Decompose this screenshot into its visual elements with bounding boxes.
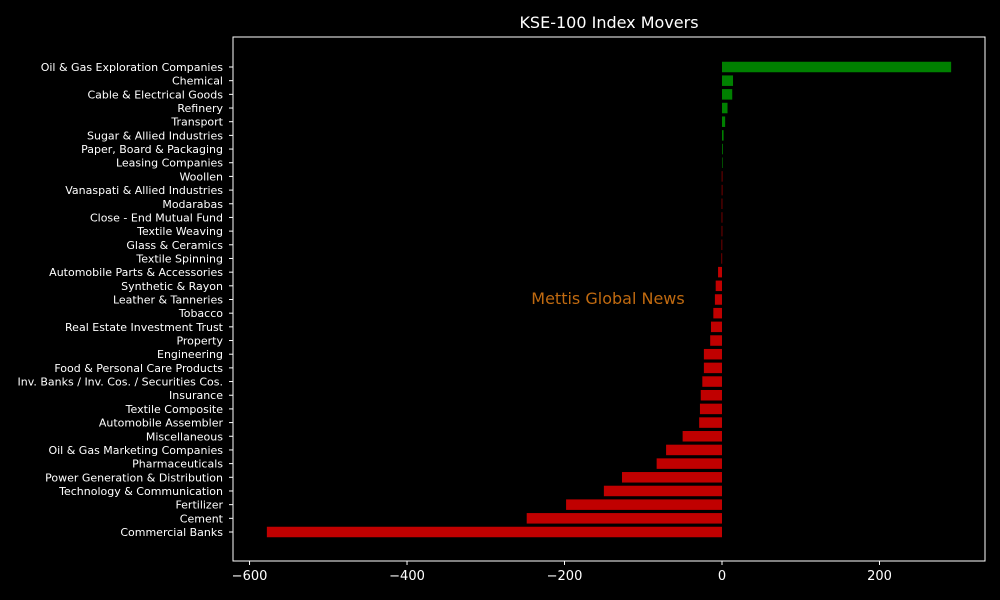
bar [699,403,722,415]
bar [715,280,722,292]
y-tick-label: Food & Personal Care Products [54,362,223,375]
bar [710,321,722,333]
y-tick-label: Chemical [172,75,223,88]
y-tick-label: Leasing Companies [116,157,223,170]
y-tick-label: Pharmaceuticals [132,458,223,471]
bar [266,526,722,538]
bar [703,348,722,360]
bar [718,266,722,278]
bar [621,472,722,483]
y-tick-label: Synthetic & Rayon [121,280,223,293]
y-tick-label: Textile Spinning [135,252,223,265]
y-tick-label: Glass & Ceramics [126,239,223,252]
bar [714,294,722,305]
watermark: Mettis Global News [531,289,684,308]
bar [700,389,722,401]
y-tick-label: Commercial Banks [120,526,223,539]
y-tick-label: Tobacco [178,307,223,320]
bar [656,458,722,469]
bar [710,335,722,346]
y-tick-label: Engineering [157,348,223,361]
bar [713,307,722,319]
bar [721,75,734,86]
x-tick-label: −600 [232,569,268,584]
bar [703,362,722,374]
y-tick-label: Textile Weaving [136,225,223,238]
y-tick-label: Cement [180,512,224,525]
y-tick-label: Woollen [179,170,223,183]
bar [702,376,722,387]
y-tick-label: Oil & Gas Exploration Companies [41,61,224,74]
bar [721,61,952,73]
bar [699,417,722,428]
y-tick-label: Real Estate Investment Trust [65,321,224,334]
y-tick-label: Inv. Banks / Inv. Cos. / Securities Cos. [18,376,223,389]
x-tick-label: −400 [389,569,425,584]
bar [721,116,726,127]
y-tick-label: Sugar & Allied Industries [87,129,223,142]
bar [721,157,723,168]
bar [721,171,723,182]
y-tick-label: Cable & Electrical Goods [87,88,223,101]
y-tick-label: Paper, Board & Packaging [81,143,223,156]
bar [721,253,723,264]
bar [566,499,722,510]
y-tick-label: Automobile Parts & Accessories [49,266,223,279]
bar [721,89,733,100]
y-tick-label: Fertilizer [175,499,223,512]
y-tick-label: Oil & Gas Marketing Companies [48,444,223,457]
y-tick-label: Refinery [177,102,223,115]
y-tick-label: Power Generation & Distribution [45,471,223,484]
y-tick-label: Insurance [169,389,223,402]
bar [721,225,723,237]
y-tick-label: Textile Composite [125,403,224,416]
x-tick-label: 200 [867,569,892,584]
bar [721,143,723,155]
bar [526,513,722,524]
bar [721,198,723,210]
y-tick-label: Close - End Mutual Fund [90,211,223,224]
y-tick-label: Technology & Communication [58,485,223,498]
bar [721,184,723,196]
x-tick-label: 0 [718,569,726,584]
bar [603,485,722,497]
y-tick-label: Automobile Assembler [99,417,224,430]
bar [682,431,722,442]
y-tick-label: Vanaspati & Allied Industries [65,184,223,197]
y-tick-label: Miscellaneous [146,430,223,443]
bar [666,444,722,456]
bar [721,130,724,141]
y-tick-label: Modarabas [162,198,223,211]
bar [721,102,728,114]
y-tick-label: Transport [170,116,223,129]
y-tick-label: Property [176,335,223,348]
x-tick-label: −200 [547,569,583,584]
bar [721,212,723,223]
bar [721,239,723,251]
chart-title: KSE-100 Index Movers [519,13,699,32]
y-tick-label: Leather & Tanneries [113,294,223,307]
